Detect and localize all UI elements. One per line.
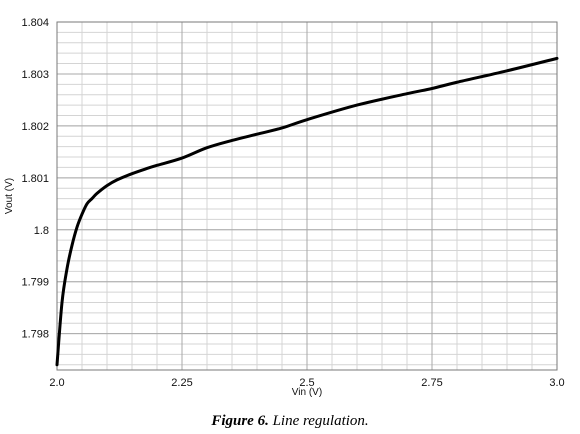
y-tick-label: 1.8 <box>34 225 49 237</box>
x-axis-ticks: 2.0 2.25 2.5 2.75 3.0 <box>49 377 564 389</box>
x-tick-label: 2.25 <box>171 377 192 389</box>
series-layer <box>55 56 559 367</box>
x-tick-label: 3.0 <box>549 377 564 389</box>
y-tick-label: 1.802 <box>21 121 49 133</box>
figure-caption: Figure 6. Line regulation. <box>0 413 580 430</box>
y-tick-label: 1.801 <box>21 173 49 185</box>
series-line-vout <box>55 56 559 367</box>
y-axis-ticks: 1.798 1.799 1.8 1.801 1.802 1.803 1.804 <box>21 17 49 341</box>
y-tick-label: 1.799 <box>21 277 49 289</box>
figure-number: Figure 6. <box>211 413 269 429</box>
x-axis-label: Vin (V) <box>292 387 322 398</box>
x-tick-label: 2.5 <box>299 377 314 389</box>
x-tick-label: 2.75 <box>421 377 442 389</box>
plot-frame <box>56 21 558 371</box>
y-tick-label: 1.798 <box>21 329 49 341</box>
y-axis-label: Vout (V) <box>4 178 15 214</box>
figure-caption-text: Line regulation. <box>272 413 369 429</box>
y-tick-label: 1.803 <box>21 69 49 81</box>
y-tick-label: 1.804 <box>21 17 49 29</box>
x-tick-label: 2.0 <box>49 377 64 389</box>
